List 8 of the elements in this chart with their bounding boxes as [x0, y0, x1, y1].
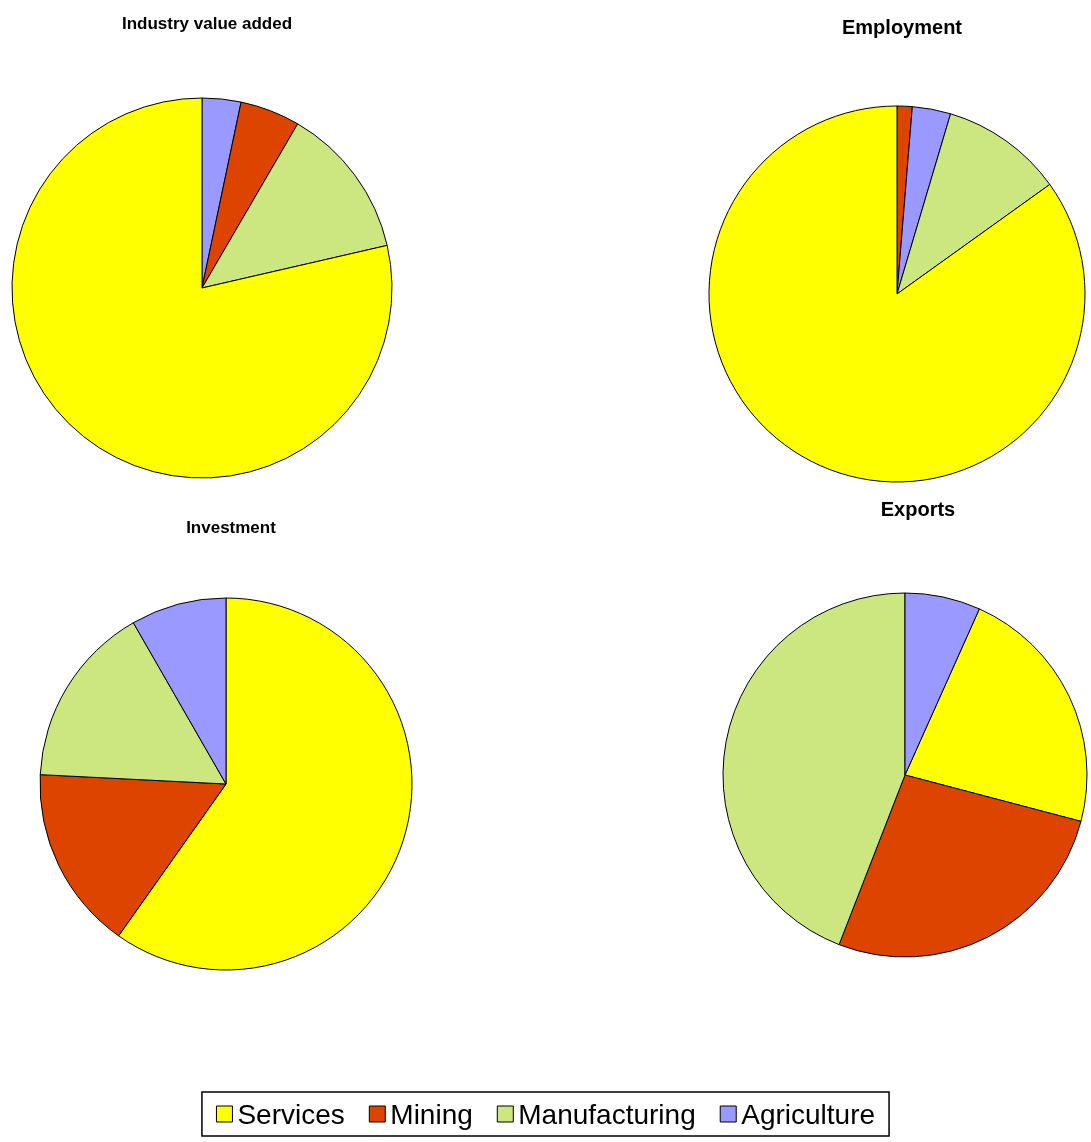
- legend-label: Mining: [390, 1098, 473, 1130]
- legend-label: Services: [237, 1098, 345, 1130]
- chart-title: Employment: [841, 16, 963, 38]
- legend-label: Agriculture: [741, 1098, 876, 1130]
- legend-label: Manufacturing: [518, 1098, 696, 1130]
- chart-title: Exports: [880, 498, 956, 520]
- chart-title: Industry value added: [121, 14, 293, 33]
- chart-title: Investment: [186, 518, 277, 537]
